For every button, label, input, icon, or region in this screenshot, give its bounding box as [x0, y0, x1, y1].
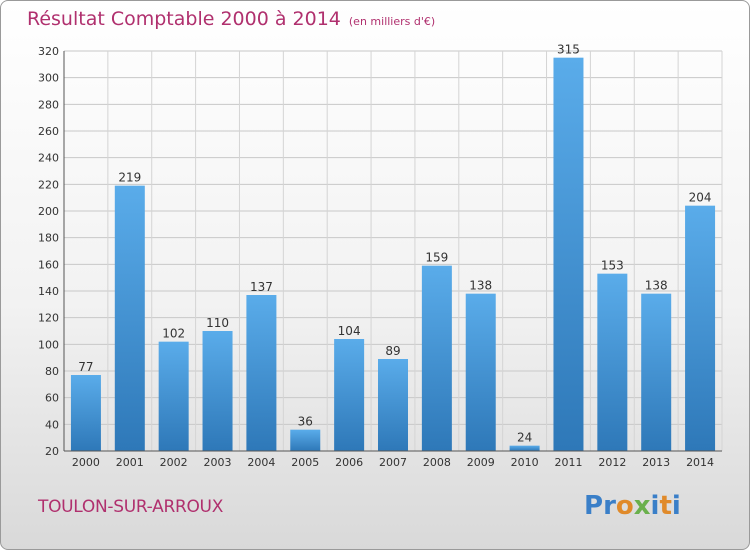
data-label: 219	[118, 171, 141, 185]
logo-letter: i	[650, 491, 660, 521]
x-tick-label: 2008	[423, 456, 451, 469]
x-tick-label: 2006	[335, 456, 363, 469]
logo-letter: r	[603, 491, 616, 521]
x-tick-label: 2010	[511, 456, 539, 469]
bar	[158, 341, 189, 451]
bar	[290, 429, 321, 451]
x-tick-label: 2005	[291, 456, 319, 469]
y-tick-label: 200	[38, 205, 59, 218]
chart-subtitle: (en milliers d'€)	[348, 15, 436, 28]
x-tick-label: 2013	[642, 456, 670, 469]
y-tick-label: 220	[38, 178, 59, 191]
y-tick-label: 300	[38, 72, 59, 85]
x-tick-label: 2002	[160, 456, 188, 469]
data-label: 138	[645, 279, 668, 293]
y-tick-label: 160	[38, 258, 59, 271]
bar	[465, 293, 496, 451]
x-tick-label: 2003	[204, 456, 232, 469]
x-tick-label: 2014	[686, 456, 714, 469]
bar	[114, 185, 145, 451]
x-tick-label: 2009	[467, 456, 495, 469]
y-tick-label: 20	[45, 445, 59, 458]
y-tick-label: 240	[38, 152, 59, 165]
bar	[685, 205, 716, 451]
data-label: 153	[601, 259, 624, 273]
bar	[597, 273, 628, 451]
y-tick-label: 140	[38, 285, 59, 298]
y-tick-label: 60	[45, 392, 59, 405]
data-label: 102	[162, 327, 185, 341]
bar	[553, 57, 584, 452]
y-tick-label: 260	[38, 125, 59, 138]
bar	[202, 331, 233, 451]
x-tick-label: 2011	[554, 456, 582, 469]
data-label: 110	[206, 316, 229, 330]
y-tick-label: 120	[38, 312, 59, 325]
bar	[246, 295, 277, 451]
chart-title: Résultat Comptable 2000 à 2014 (en millie…	[27, 8, 435, 30]
logo-letter: x	[633, 491, 651, 521]
bar	[334, 339, 365, 451]
bar	[70, 375, 101, 451]
bar	[509, 445, 540, 451]
logo-letter: P	[584, 491, 604, 521]
data-label: 104	[338, 324, 361, 338]
logo-letter: t	[659, 491, 672, 521]
bars	[70, 57, 716, 452]
data-label: 204	[689, 191, 712, 205]
y-tick-label: 100	[38, 338, 59, 351]
x-tick-label: 2004	[247, 456, 275, 469]
x-tick-label: 2007	[379, 456, 407, 469]
x-tick-label: 2012	[598, 456, 626, 469]
axes: 20 40 60 80 100 120 140 160 180 200 220 240 260 280 30…	[38, 45, 722, 469]
proxiti-logo: Proxiti	[584, 491, 681, 521]
data-labels: 77 219 102 110 137 36 104 89 159 138 24 315 153 138 20…	[78, 43, 711, 445]
x-tick-label: 2001	[116, 456, 144, 469]
y-tick-label: 80	[45, 365, 59, 378]
x-tick-label: 2000	[72, 456, 100, 469]
bar	[641, 293, 672, 451]
data-label: 36	[298, 415, 313, 429]
data-label: 77	[78, 360, 93, 374]
data-label: 138	[469, 279, 492, 293]
y-tick-label: 180	[38, 232, 59, 245]
y-tick-label: 280	[38, 98, 59, 111]
bar	[378, 359, 408, 451]
city-name: TOULON-SUR-ARROUX	[38, 497, 224, 517]
logo-letter: o	[615, 491, 634, 521]
y-tick-label: 320	[38, 45, 59, 58]
logo-letter: i	[671, 491, 681, 521]
chart-title-text: Résultat Comptable 2000 à 2014	[27, 8, 341, 30]
data-label: 159	[425, 251, 448, 265]
data-label: 24	[517, 431, 532, 445]
y-tick-label: 40	[45, 418, 59, 431]
data-label: 315	[557, 43, 580, 57]
bar	[421, 265, 452, 451]
data-label: 89	[385, 344, 400, 358]
data-label: 137	[250, 280, 273, 294]
